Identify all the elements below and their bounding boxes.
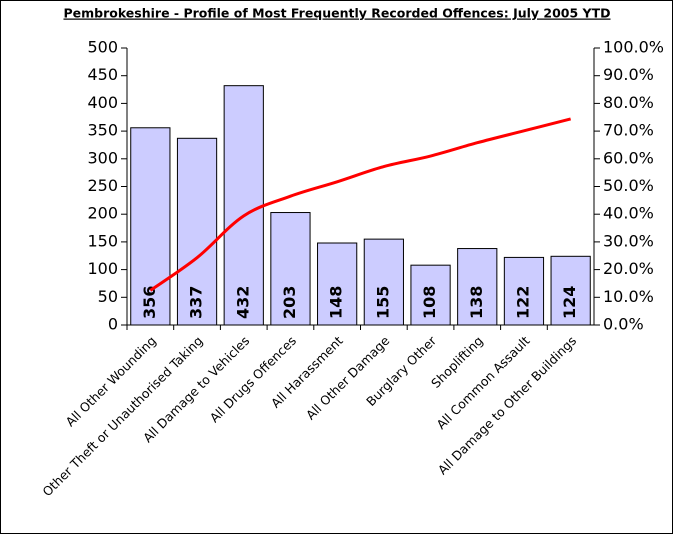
y2-tick-label: 60.0% [603,148,654,167]
y-tick-label: 50 [98,287,118,306]
y2-tick-label: 50.0% [603,176,654,195]
y2-tick-label: 70.0% [603,121,654,140]
data-label: 124 [560,286,579,319]
data-label: 122 [513,286,532,319]
y2-tick-label: 90.0% [603,65,654,84]
bar [410,264,451,326]
y2-tick-label: 80.0% [603,93,654,112]
y-tick-label: 100 [87,259,118,278]
bar [550,255,591,326]
y-tick-label: 400 [87,93,118,112]
data-label: 108 [420,286,439,319]
y-tick-label: 150 [87,231,118,250]
y-tick-label: 350 [87,121,118,140]
data-label: 432 [233,286,252,319]
y-tick-label: 250 [87,176,118,195]
bar [457,248,498,326]
bar [223,85,264,326]
y-tick-label: 200 [87,204,118,223]
cumulative-line [149,117,572,292]
y2-tick-label: 0.0% [603,315,644,334]
y2-tick-label: 10.0% [603,287,654,306]
y-tick-label: 0 [108,315,118,334]
data-label: 148 [327,286,346,319]
data-label: 138 [467,286,486,319]
chart-title: Pembrokeshire - Profile of Most Frequent… [63,6,610,21]
y2-tick-label: 20.0% [603,259,654,278]
bar [317,242,358,326]
data-label: 337 [187,286,206,319]
data-label: 203 [280,286,299,319]
data-label: 356 [140,286,159,319]
y-tick-label: 500 [87,38,118,57]
bar [503,256,545,326]
bar [176,137,218,326]
y-tick-label: 300 [87,148,118,167]
data-label: 155 [373,286,392,319]
y2-tick-label: 100.0% [603,38,664,57]
bar [270,212,311,326]
y-tick-label: 450 [87,65,118,84]
y2-tick-label: 40.0% [603,204,654,223]
y2-tick-label: 30.0% [603,231,654,250]
